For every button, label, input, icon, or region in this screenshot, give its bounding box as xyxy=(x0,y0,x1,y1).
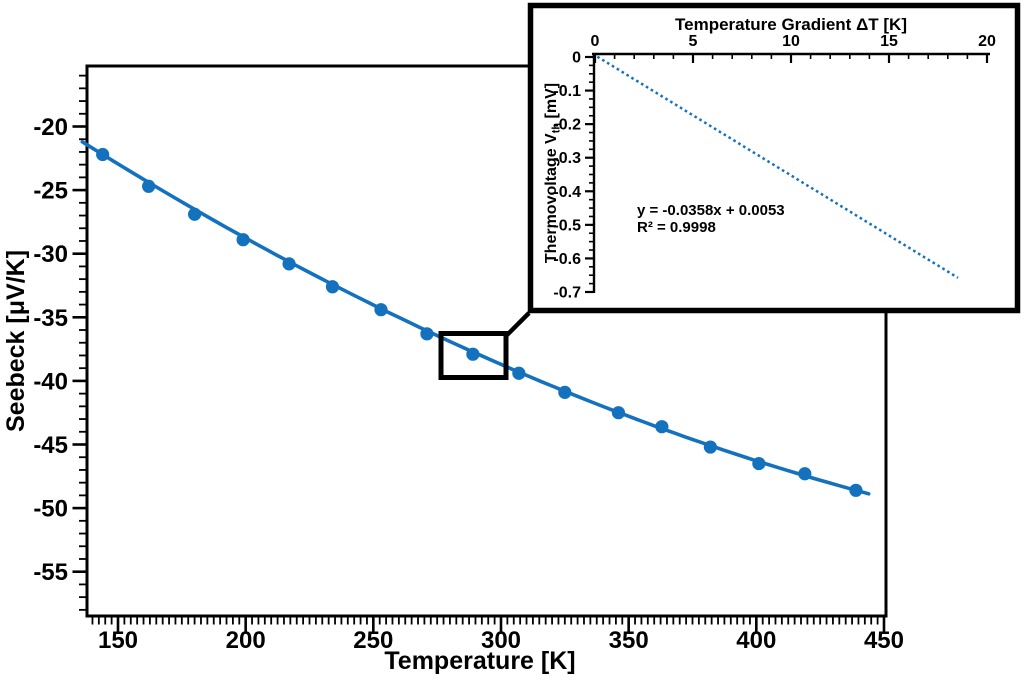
fit-equation-label: y = -0.0358x + 0.0053 xyxy=(637,202,785,219)
x-tick-label: 300 xyxy=(481,627,521,654)
data-point-marker xyxy=(282,257,296,271)
data-point-marker xyxy=(142,179,156,193)
y-tick-label: -45 xyxy=(33,432,68,459)
main-series xyxy=(80,140,871,497)
data-point-marker xyxy=(655,420,669,434)
y-tick-label: -35 xyxy=(33,305,68,332)
inset-y-tick-label: -0.4 xyxy=(553,184,581,201)
y-tick-label: -50 xyxy=(33,496,68,523)
y-tick-label: -30 xyxy=(33,241,68,268)
inset-x-tick-label: 10 xyxy=(782,33,800,50)
data-point-marker xyxy=(558,385,572,399)
y-tick-label: -25 xyxy=(33,178,68,205)
inset-y-tick-label: -0.3 xyxy=(553,150,581,167)
inset-series xyxy=(596,55,959,279)
data-point-marker xyxy=(512,366,526,380)
data-point-marker xyxy=(236,233,250,247)
inset-plot: 0 5 10 15 20 0 -0.1 -0.2 -0.3 -0.4 -0.5 -0.6 -0.7 Te… xyxy=(527,2,1021,314)
zoom-connector-line xyxy=(504,311,531,338)
main-plot-frame xyxy=(85,64,888,618)
inset-x-tick-label: 20 xyxy=(978,33,996,50)
zoom-region-rectangle xyxy=(438,331,509,380)
y-axis-title: Seebeck [μV/K] xyxy=(2,250,30,432)
x-tick-label: 200 xyxy=(226,627,266,654)
x-axis-title: Temperature [K] xyxy=(384,647,575,675)
data-point-marker xyxy=(703,440,717,454)
inset-y-tick-label: 0 xyxy=(572,50,581,67)
data-point-marker xyxy=(187,207,202,221)
inset-y-title-unit: [mV] xyxy=(543,83,560,123)
data-point-marker xyxy=(849,483,863,497)
inset-y-tick-label: -0.5 xyxy=(553,217,581,234)
main-plot: 150 200 250 300 350 400 450 -20 -25 -30 -35 -40 -45 -… xyxy=(2,64,904,675)
inset-dotted-data-line xyxy=(596,55,959,279)
x-tick-label: 150 xyxy=(98,627,138,654)
main-axes-ticks: 150 200 250 300 350 400 450 -20 -25 -30 -35 -40 -45 -… xyxy=(33,74,904,654)
inset-y-title-subscript: th xyxy=(551,123,563,134)
data-point-marker xyxy=(96,147,110,162)
fit-r-squared-label: R² = 0.9998 xyxy=(637,219,716,236)
inset-x-tick-label: 5 xyxy=(689,33,698,50)
inset-x-tick-label: 0 xyxy=(591,33,600,50)
x-tick-label: 350 xyxy=(609,627,649,654)
y-tick-label: -40 xyxy=(33,368,68,395)
inset-y-tick-label: -0.7 xyxy=(553,284,581,301)
y-tick-label: -55 xyxy=(33,559,68,586)
x-tick-label: 250 xyxy=(353,627,393,654)
zoom-indicator xyxy=(438,311,531,380)
inset-y-title-main: Thermovoltage V xyxy=(543,133,560,263)
inset-border xyxy=(527,2,1021,314)
data-point-marker xyxy=(752,456,766,471)
data-point-marker xyxy=(798,467,812,481)
inset-x-tick-label: 15 xyxy=(880,33,898,50)
x-tick-label: 400 xyxy=(736,627,776,654)
data-point-marker xyxy=(466,347,480,361)
data-point-marker xyxy=(420,327,434,341)
inset-y-tick-label: -0.1 xyxy=(553,83,581,100)
inset-y-axis-title: Thermovoltage Vth [mV] xyxy=(543,83,563,263)
data-point-marker xyxy=(611,406,626,420)
y-tick-label: -20 xyxy=(33,114,68,141)
data-point-marker xyxy=(325,280,340,294)
inset-y-tick-label: -0.2 xyxy=(553,117,581,134)
inset-x-axis-title: Temperature Gradient ΔT [K] xyxy=(675,15,907,34)
inset-y-tick-label: -0.6 xyxy=(553,251,581,268)
x-tick-label: 450 xyxy=(864,627,904,654)
data-point-marker xyxy=(374,303,388,317)
inset-axes-ticks: 0 5 10 15 20 0 -0.1 -0.2 -0.3 -0.4 -0.5 -0.6 -0.7 xyxy=(553,33,996,301)
